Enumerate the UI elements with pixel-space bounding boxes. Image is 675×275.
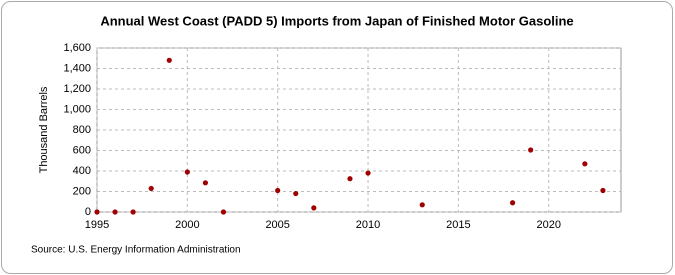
y-tick-label: 1,400: [63, 62, 91, 74]
point: [365, 170, 371, 176]
x-tick-label: 2000: [175, 219, 199, 231]
y-tick-label: 0: [85, 206, 91, 218]
chart-title: Annual West Coast (PADD 5) Imports from …: [100, 13, 573, 28]
point: [166, 57, 172, 63]
x-tick-label: 2005: [265, 219, 289, 231]
point: [419, 202, 425, 208]
point: [311, 205, 317, 211]
y-tick-label: 400: [73, 165, 91, 177]
y-tick-label: 200: [73, 185, 91, 197]
y-tick-label: 1,200: [63, 83, 91, 95]
point: [220, 209, 227, 215]
point: [275, 187, 281, 194]
point: [528, 147, 534, 153]
y-tick-label: 800: [73, 124, 91, 136]
point: [184, 169, 190, 175]
point: [202, 180, 209, 186]
y-tick-label: 1,600: [63, 42, 91, 54]
point: [582, 161, 588, 167]
y-axis-label: Thousand Barrels: [38, 86, 50, 173]
x-tick-label: 2015: [446, 219, 470, 231]
y-tick-label: 600: [73, 144, 91, 156]
point: [509, 200, 516, 206]
point: [112, 209, 118, 215]
source-note: Source: U.S. Energy Information Administ…: [31, 245, 241, 256]
point: [293, 190, 299, 197]
point: [94, 209, 100, 215]
x-tick-label: 1995: [85, 219, 109, 231]
point: [148, 185, 154, 192]
y-tick-label: 1,000: [63, 103, 91, 115]
x-tick-label: 2020: [536, 219, 560, 231]
point: [130, 209, 136, 215]
point: [347, 176, 353, 182]
point: [600, 187, 606, 194]
x-tick-label: 2010: [356, 219, 380, 231]
